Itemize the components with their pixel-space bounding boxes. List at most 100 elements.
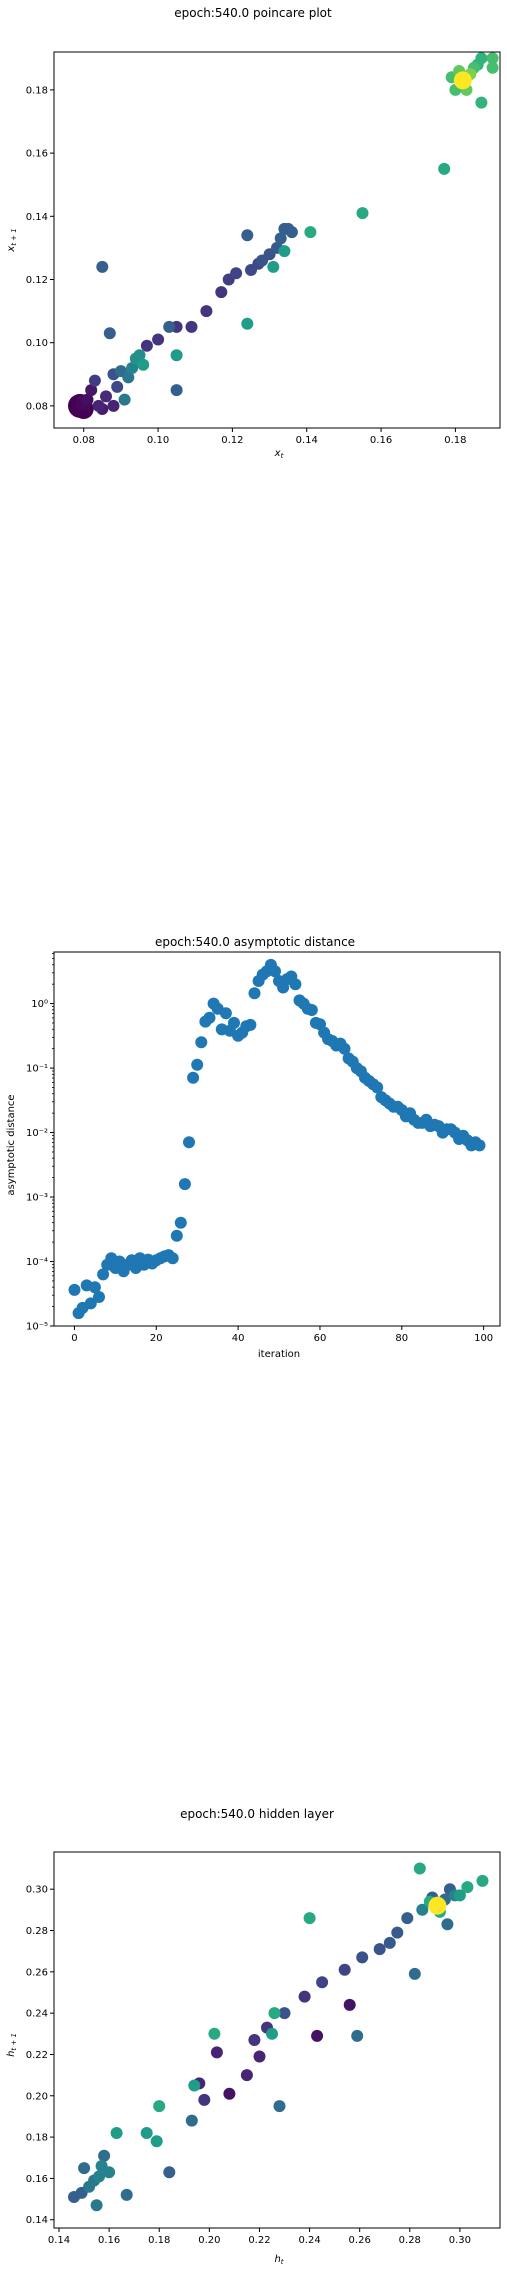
scatter-point (351, 2029, 364, 2042)
scatter-point (111, 380, 124, 393)
scatter-point (273, 2100, 286, 2113)
scatter-point (122, 371, 135, 384)
scatter-point (428, 1896, 447, 1915)
scatter-point (170, 349, 183, 362)
y-tick-label: 0.14 (26, 212, 48, 223)
scatter-point (185, 320, 198, 333)
poincare-points (68, 52, 499, 419)
scatter-point (96, 260, 109, 273)
scatter-point (356, 1951, 369, 1964)
scatter-point (166, 1252, 179, 1265)
hidden-layer-axes: 0.14 0.16 0.18 0.20 0.22 0.24 0.26 0.28 0.30 0.14… (26, 1851, 501, 2246)
scatter-point (438, 162, 451, 175)
hidden-layer-chart: epoch:540.0 hidden layer ht ht + 1 0.14 0… (6, 1807, 501, 2266)
scatter-point (311, 2029, 324, 2042)
plot-frame (53, 51, 501, 429)
scatter-point (84, 1297, 97, 1310)
scatter-point (383, 1936, 396, 1949)
x-tick-label: 0.26 (349, 2235, 371, 2246)
scatter-point (408, 1967, 421, 1980)
scatter-point (88, 374, 101, 387)
asymptotic-distance-title: epoch:540.0 asymptotic distance (155, 935, 355, 949)
scatter-point (198, 2093, 211, 2106)
x-tick-label: 0.14 (48, 2235, 70, 2246)
scatter-point (476, 1874, 489, 1887)
scatter-point (266, 2027, 278, 2040)
scatter-point (223, 2087, 236, 2100)
x-tick-label: 100 (474, 1333, 493, 1344)
scatter-point (248, 987, 261, 1000)
scatter-point (195, 1036, 208, 1049)
scatter-point (228, 1016, 240, 1029)
scatter-point (241, 317, 254, 330)
scatter-point (183, 1136, 195, 1149)
scatter-point (90, 2199, 103, 2212)
scatter-point (269, 965, 281, 978)
y-tick-label: 0.24 (26, 2009, 48, 2020)
scatter-point (248, 2034, 261, 2046)
scatter-point (371, 1081, 384, 1094)
scatter-point (241, 229, 254, 242)
poincare-plot-title: epoch:540.0 poincare plot (174, 6, 332, 20)
x-tick-label: 20 (150, 1333, 163, 1344)
y-tick-label: 0.08 (26, 401, 48, 412)
scatter-point (85, 384, 98, 397)
scatter-point (100, 390, 112, 403)
x-tick-label: 0.18 (444, 435, 466, 446)
y-tick-label: 10⁻¹ (26, 1064, 48, 1075)
scatter-point (93, 2170, 106, 2183)
hidden-y-axis-label: ht + 1 (6, 2033, 18, 2057)
scatter-point (191, 1058, 204, 1071)
x-tick-label: 40 (232, 1333, 245, 1344)
scatter-point (338, 1042, 351, 1055)
poincare-plot-chart: epoch:540.0 poincare plot xt xt + 1 0.08… (6, 6, 501, 460)
scatter-point (289, 978, 302, 991)
y-tick-label: 0.18 (26, 2133, 48, 2144)
y-tick-label: 0.16 (26, 2174, 48, 2185)
x-tick-label: 60 (314, 1333, 327, 1344)
x-tick-label: 0.12 (221, 435, 243, 446)
poincare-x-axis-label: xt (274, 448, 284, 460)
asymptotic-distance-chart: epoch:540.0 asymptotic distance iteratio… (6, 935, 501, 1360)
scatter-point (187, 1071, 200, 1084)
x-tick-label: 0.08 (73, 435, 95, 446)
x-tick-label: 0.16 (98, 2235, 120, 2246)
scatter-point (416, 1903, 429, 1916)
y-tick-label: 0.22 (26, 2050, 48, 2061)
y-tick-label: 10⁻⁴ (26, 1257, 48, 1268)
scatter-point (210, 2046, 223, 2059)
scatter-point (215, 286, 228, 299)
x-tick-label: 80 (395, 1333, 408, 1344)
scatter-point (110, 2127, 123, 2139)
scatter-point (453, 71, 472, 90)
scatter-point (391, 1926, 404, 1939)
x-tick-label: 0.16 (370, 435, 392, 446)
scatter-point (78, 2162, 91, 2175)
y-tick-label: 0.14 (26, 2215, 48, 2226)
scatter-point (486, 52, 499, 65)
scatter-point (413, 1862, 426, 1875)
scatter-point (208, 2027, 221, 2040)
scatter-point (219, 1007, 232, 1020)
asymptotic-x-axis-label: iteration (258, 1349, 300, 1360)
scatter-point (120, 2188, 133, 2201)
x-tick-label: 0.20 (198, 2235, 220, 2246)
asymptotic-y-axis-label: asymptotic distance (6, 1094, 17, 1195)
hidden-layer-title: epoch:540.0 hidden layer (180, 1807, 334, 1821)
x-tick-label: 0 (71, 1333, 77, 1344)
scatter-point (93, 1291, 105, 1303)
scatter-point (274, 232, 287, 245)
scatter-point (81, 393, 94, 406)
y-tick-label: 0.28 (26, 1926, 48, 1937)
x-tick-label: 0.30 (449, 2235, 471, 2246)
scatter-point (356, 207, 369, 220)
y-tick-label: 10⁻² (26, 1128, 48, 1139)
scatter-point (268, 2007, 281, 2020)
scatter-point (88, 1281, 101, 1294)
poincare-y-axis-label: xt + 1 (6, 228, 18, 252)
scatter-point (230, 267, 243, 280)
scatter-point (140, 2127, 153, 2139)
scatter-point (298, 1990, 311, 2003)
scatter-point (178, 1178, 191, 1191)
